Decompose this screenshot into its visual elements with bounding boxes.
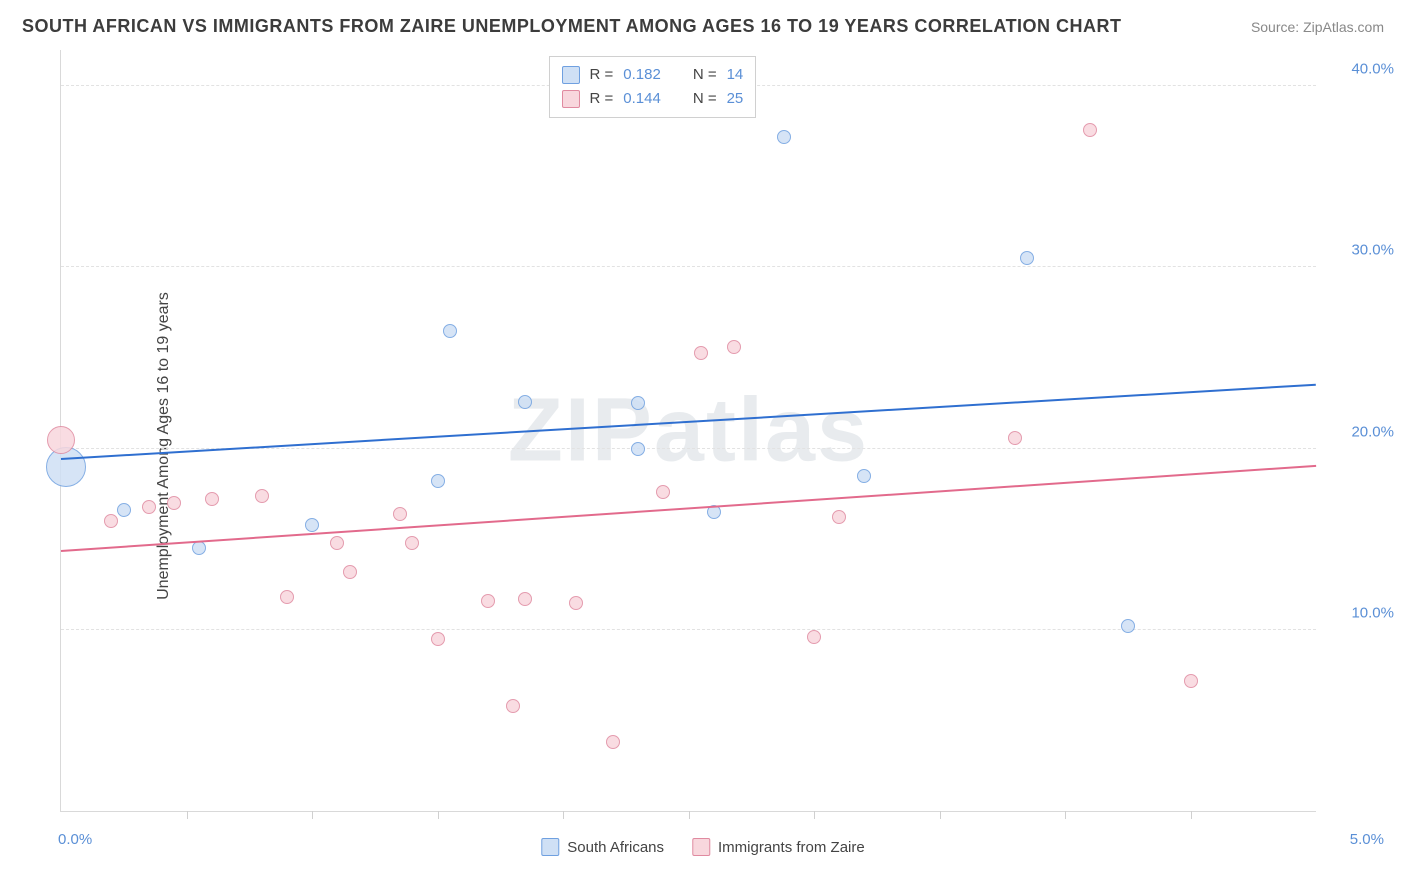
x-tick — [312, 811, 313, 819]
data-point — [280, 590, 294, 604]
legend-swatch-icon — [562, 90, 580, 108]
r-value: 0.144 — [623, 87, 661, 111]
correlation-chart: SOUTH AFRICAN VS IMMIGRANTS FROM ZAIRE U… — [0, 0, 1406, 892]
data-point — [343, 565, 357, 579]
stats-row: R = 0.144 N = 25 — [562, 87, 744, 111]
n-value: 14 — [727, 63, 744, 87]
data-point — [305, 518, 319, 532]
x-tick — [1065, 811, 1066, 819]
data-point — [694, 346, 708, 360]
data-point — [431, 474, 445, 488]
legend-label: Immigrants from Zaire — [718, 839, 865, 856]
legend-item-immigrants-zaire: Immigrants from Zaire — [692, 838, 865, 856]
data-point — [1020, 251, 1034, 265]
data-point — [569, 596, 583, 610]
y-tick-label: 30.0% — [1324, 242, 1394, 259]
x-tick — [689, 811, 690, 819]
source-label: Source: ZipAtlas.com — [1251, 19, 1384, 35]
data-point — [857, 469, 871, 483]
legend-swatch-icon — [562, 66, 580, 84]
n-label: N = — [693, 87, 717, 111]
data-point — [142, 500, 156, 514]
watermark-text: ZIPatlas — [508, 379, 869, 482]
x-min-label: 0.0% — [58, 831, 92, 848]
r-label: R = — [590, 87, 614, 111]
data-point — [631, 396, 645, 410]
data-point — [481, 594, 495, 608]
data-point — [656, 485, 670, 499]
stats-row: R = 0.182 N = 14 — [562, 63, 744, 87]
r-label: R = — [590, 63, 614, 87]
x-tick — [940, 811, 941, 819]
data-point — [506, 699, 520, 713]
legend-swatch-icon — [541, 838, 559, 856]
r-value: 0.182 — [623, 63, 661, 87]
x-tick — [438, 811, 439, 819]
data-point — [727, 340, 741, 354]
data-point — [46, 447, 86, 487]
data-point — [832, 510, 846, 524]
correlation-stats-box: R = 0.182 N = 14 R = 0.144 N = 25 — [549, 56, 757, 118]
data-point — [443, 324, 457, 338]
x-tick — [187, 811, 188, 819]
data-point — [606, 735, 620, 749]
data-point — [192, 541, 206, 555]
legend-item-south-africans: South Africans — [541, 838, 664, 856]
data-point — [518, 395, 532, 409]
data-point — [47, 426, 75, 454]
n-value: 25 — [727, 87, 744, 111]
chart-title: SOUTH AFRICAN VS IMMIGRANTS FROM ZAIRE U… — [22, 16, 1122, 37]
trend-line — [61, 465, 1316, 552]
data-point — [1121, 619, 1135, 633]
x-tick — [814, 811, 815, 819]
data-point — [1083, 123, 1097, 137]
data-point — [431, 632, 445, 646]
data-point — [631, 442, 645, 456]
data-point — [104, 514, 118, 528]
y-tick-label: 20.0% — [1324, 423, 1394, 440]
legend-label: South Africans — [567, 839, 664, 856]
data-point — [518, 592, 532, 606]
n-label: N = — [693, 63, 717, 87]
series-legend: South Africans Immigrants from Zaire — [541, 838, 864, 856]
y-tick-label: 10.0% — [1324, 604, 1394, 621]
data-point — [1184, 674, 1198, 688]
plot-area: ZIPatlas 10.0%20.0%30.0%40.0%R =0.182N =… — [60, 50, 1316, 812]
x-tick — [1191, 811, 1192, 819]
data-point — [167, 496, 181, 510]
data-point — [1008, 431, 1022, 445]
data-point — [807, 630, 821, 644]
gridline — [61, 266, 1316, 267]
data-point — [330, 536, 344, 550]
data-point — [255, 489, 269, 503]
x-max-label: 5.0% — [1350, 831, 1384, 848]
title-row: SOUTH AFRICAN VS IMMIGRANTS FROM ZAIRE U… — [22, 16, 1384, 37]
data-point — [777, 130, 791, 144]
data-point — [405, 536, 419, 550]
data-point — [117, 503, 131, 517]
y-tick-label: 40.0% — [1324, 61, 1394, 78]
data-point — [393, 507, 407, 521]
legend-swatch-icon — [692, 838, 710, 856]
x-tick — [563, 811, 564, 819]
data-point — [205, 492, 219, 506]
